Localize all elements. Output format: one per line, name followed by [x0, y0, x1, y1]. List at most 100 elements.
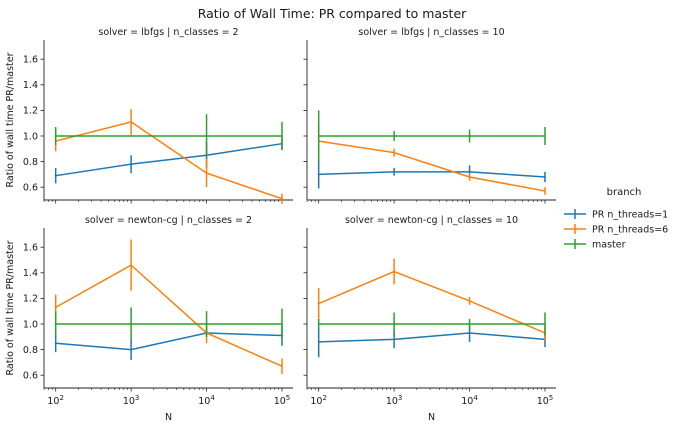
data-point: [393, 338, 396, 341]
x-tick-label: 105: [274, 394, 291, 407]
y-axis-label: Ratio of wall time PR/master: [5, 52, 16, 187]
series-line: [318, 270, 546, 334]
data-point: [544, 323, 546, 325]
data-point: [468, 300, 471, 302]
data-point: [281, 323, 283, 325]
data-point: [544, 176, 546, 178]
data-point: [130, 348, 133, 351]
panel-2: solver = lbfgs | n_classes = 10: [303, 27, 556, 204]
legend-label: PR n_threads=1: [592, 210, 668, 221]
panels: solver = lbfgs | n_classes = 2 0.6 0.8 1.0 1…: [5, 27, 556, 423]
series-master: [54, 114, 283, 158]
data-point: [281, 365, 283, 368]
series-pr-n-threads-1: [317, 160, 546, 189]
x-tick-label: 102: [47, 394, 64, 407]
data-point: [130, 163, 133, 166]
data-point: [130, 323, 133, 325]
legend: branch PR n_threads=1 PR n_threads=6maste…: [564, 187, 668, 251]
data-point: [54, 135, 57, 137]
data-point: [281, 197, 283, 200]
legend-entry: PR n_threads=6: [564, 224, 668, 236]
panel-title: solver = lbfgs | n_classes = 2: [98, 27, 238, 38]
y-tick-label: 1.0: [23, 131, 38, 142]
series-pr-n-threads-6: [317, 123, 546, 195]
data-point: [205, 323, 208, 325]
series-line: [55, 264, 283, 367]
series-pr-n-threads-6: [54, 239, 283, 374]
y-axis-label: Ratio of wall time PR/master: [5, 240, 16, 375]
data-point: [544, 135, 546, 137]
data-point: [393, 270, 396, 273]
x-axis-label: N: [428, 412, 435, 423]
x-tick-label: 103: [123, 394, 140, 407]
panel-3: solver = newton-cg | n_classes = 2 0.6 0.8…: [5, 215, 293, 423]
x-tick-label: 104: [461, 394, 478, 407]
series-line: [318, 140, 546, 192]
y-tick-label: 0.6: [23, 183, 38, 194]
y-tick-label: 1.4: [23, 268, 38, 279]
series-pr-n-threads-1: [54, 137, 283, 184]
data-point: [544, 190, 546, 192]
data-point: [54, 323, 57, 325]
data-point: [393, 323, 396, 325]
series-pr-n-threads-6: [54, 109, 283, 204]
panel-1: solver = lbfgs | n_classes = 2 0.6 0.8 1.0 1…: [5, 27, 293, 204]
data-point: [317, 341, 320, 343]
panel-title: solver = newton-cg | n_classes = 10: [345, 215, 518, 226]
data-point: [317, 173, 320, 176]
series-pr-n-threads-1: [54, 325, 283, 360]
data-point: [393, 170, 396, 173]
series-line: [55, 332, 283, 351]
x-tick-label: 104: [198, 394, 215, 407]
y-tick-label: 1.6: [23, 55, 38, 66]
legend-label: master: [592, 240, 626, 251]
series-line: [55, 121, 283, 200]
panel-title: solver = lbfgs | n_classes = 10: [358, 27, 504, 38]
legend-entry: master: [564, 239, 626, 251]
series-line: [318, 171, 546, 178]
y-tick-label: 0.6: [23, 371, 38, 382]
data-point: [393, 151, 396, 154]
data-point: [54, 342, 57, 345]
data-point: [468, 176, 471, 178]
data-point: [281, 135, 283, 137]
series-line: [55, 142, 283, 177]
data-point: [468, 332, 471, 334]
panel-title: solver = newton-cg | n_classes = 2: [85, 215, 252, 226]
series-master: [54, 307, 283, 341]
x-axis-label: N: [165, 412, 172, 423]
y-tick-label: 1.4: [23, 80, 38, 91]
data-point: [130, 264, 133, 267]
data-point: [317, 135, 320, 137]
x-tick-label: 105: [537, 394, 554, 407]
data-point: [205, 135, 208, 137]
y-tick-label: 0.8: [23, 345, 38, 356]
y-tick-label: 1.6: [23, 243, 38, 254]
data-point: [468, 323, 471, 325]
data-point: [54, 306, 57, 309]
series-pr-n-threads-1: [317, 324, 546, 358]
y-tick-label: 1.0: [23, 319, 38, 330]
data-point: [317, 323, 320, 325]
data-point: [393, 135, 396, 137]
legend-title: branch: [607, 187, 642, 198]
panel-4: solver = newton-cg | n_classes = 10 102 10…: [303, 215, 556, 423]
data-point: [54, 174, 57, 177]
series-line: [318, 332, 546, 343]
data-point: [130, 121, 133, 123]
data-point: [205, 172, 208, 175]
y-tick-label: 1.2: [23, 294, 38, 305]
legend-label: PR n_threads=6: [592, 225, 668, 236]
figure-title: Ratio of Wall Time: PR compared to maste…: [198, 6, 467, 21]
x-tick-label: 102: [310, 394, 327, 407]
data-point: [317, 302, 320, 305]
data-point: [468, 170, 471, 173]
data-point: [468, 135, 471, 137]
series-pr-n-threads-6: [317, 258, 546, 341]
y-tick-label: 0.8: [23, 157, 38, 168]
x-tick-label: 103: [386, 394, 403, 407]
y-tick-label: 1.2: [23, 106, 38, 117]
series-master: [317, 312, 546, 336]
series-master: [317, 110, 546, 162]
